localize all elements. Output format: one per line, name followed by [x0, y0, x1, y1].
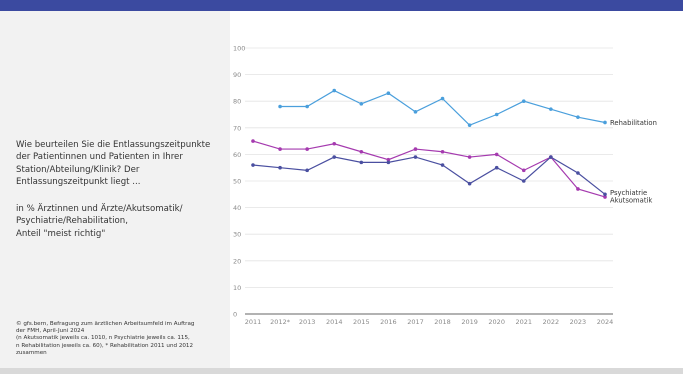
series-line — [280, 89, 606, 126]
y-tick-label: 0 — [233, 311, 237, 319]
x-tick-label: 2016 — [380, 318, 397, 326]
x-tick-label: 2015 — [353, 318, 370, 326]
data-point — [549, 107, 553, 111]
x-tick-label: 2023 — [570, 318, 587, 326]
data-point — [603, 120, 607, 125]
data-point — [413, 147, 418, 151]
data-point — [251, 163, 255, 167]
data-point — [413, 155, 418, 159]
y-tick-label: 60 — [233, 151, 241, 159]
x-tick-label: 2014 — [326, 318, 343, 326]
source-line: (n Akutsomatik jeweils ca. 1010, n Psych… — [16, 335, 190, 342]
data-point — [467, 181, 472, 186]
data-point — [603, 195, 607, 199]
data-point — [278, 165, 282, 170]
source-line: zusammen — [16, 349, 47, 356]
y-tick-label: 20 — [233, 257, 241, 265]
series-label: Psychiatrie — [610, 189, 647, 197]
data-point — [494, 165, 499, 170]
x-tick-label: 2022 — [543, 318, 560, 326]
source-line: © gfs.bern, Befragung zum ärztlichen Arb… — [16, 321, 195, 327]
header-bar — [0, 0, 683, 11]
source-line: der FMH, April-Juni 2024 — [16, 328, 85, 335]
data-point — [440, 163, 445, 167]
y-tick-label: 90 — [233, 71, 241, 79]
data-point — [467, 123, 472, 127]
chart-subtitle: in % Ärztinnen und Ärzte/Akutsomatik/ Ps… — [16, 203, 222, 240]
data-point — [305, 147, 309, 151]
data-point — [549, 155, 553, 159]
x-tick-label: 2018 — [434, 318, 451, 326]
line-chart: 0 10 20 30 40 50 60 70 80 90 100 2011 2012* 2013 2014 2… — [233, 45, 657, 327]
x-tick-label: 2019 — [461, 318, 478, 326]
series-line — [252, 156, 606, 195]
x-tick-label: 2021 — [515, 318, 532, 326]
x-tick-label: 2017 — [407, 318, 424, 326]
y-tick-label: 80 — [233, 98, 241, 106]
data-point — [440, 96, 445, 101]
footer-bar — [0, 368, 683, 374]
data-point — [467, 155, 472, 159]
data-point — [576, 115, 580, 119]
subtitle-line: Anteil "meist richtig" — [16, 228, 106, 239]
x-tick-label: 2013 — [299, 318, 316, 326]
subtitle-line: in % Ärztinnen und Ärzte/Akutsomatik/ — [16, 204, 183, 214]
y-tick-label: 50 — [233, 178, 241, 186]
data-point — [386, 160, 391, 165]
data-point — [332, 88, 337, 93]
y-tick-label: 70 — [233, 124, 241, 132]
series-label: Akutsomatik — [610, 196, 652, 204]
subtitle-line: Psychiatrie/Rehabilitation, — [16, 216, 128, 227]
data-point — [521, 99, 526, 103]
data-point — [305, 104, 309, 109]
x-tick-label: 2024 — [597, 318, 614, 326]
data-point — [576, 171, 580, 175]
data-point — [521, 179, 526, 183]
data-point — [251, 139, 255, 143]
data-point — [413, 110, 418, 114]
y-tick-label: 10 — [233, 284, 241, 292]
data-point — [494, 152, 499, 157]
survey-question: Wie beurteilen Sie die Entlassungszeitpu… — [16, 140, 211, 188]
data-point — [332, 155, 337, 159]
data-point — [359, 149, 364, 154]
data-point — [576, 187, 580, 191]
data-point — [359, 160, 364, 165]
y-tick-label: 40 — [233, 204, 241, 212]
source-note: © gfs.bern, Befragung zum ärztlichen Arb… — [16, 321, 228, 357]
data-point — [440, 149, 445, 154]
data-point — [332, 141, 337, 146]
series-line — [252, 140, 606, 198]
y-tick-label: 100 — [233, 45, 245, 53]
data-point — [278, 147, 282, 151]
y-tick-label: 30 — [233, 231, 241, 239]
data-point — [305, 168, 309, 173]
data-point — [278, 104, 282, 109]
x-tick-label: 2020 — [488, 318, 505, 326]
data-point — [521, 168, 526, 173]
x-tick-label: 2012* — [270, 318, 291, 326]
info-panel — [0, 11, 230, 368]
data-point — [359, 102, 364, 106]
series-label: Rehabilitation — [610, 119, 657, 127]
x-tick-label: 2011 — [245, 318, 262, 326]
source-line: n Rehabilitation jeweils ca. 60), * Reha… — [16, 342, 194, 349]
data-point — [603, 192, 607, 197]
data-point — [386, 91, 391, 96]
data-point — [386, 157, 391, 162]
data-point — [494, 112, 499, 117]
